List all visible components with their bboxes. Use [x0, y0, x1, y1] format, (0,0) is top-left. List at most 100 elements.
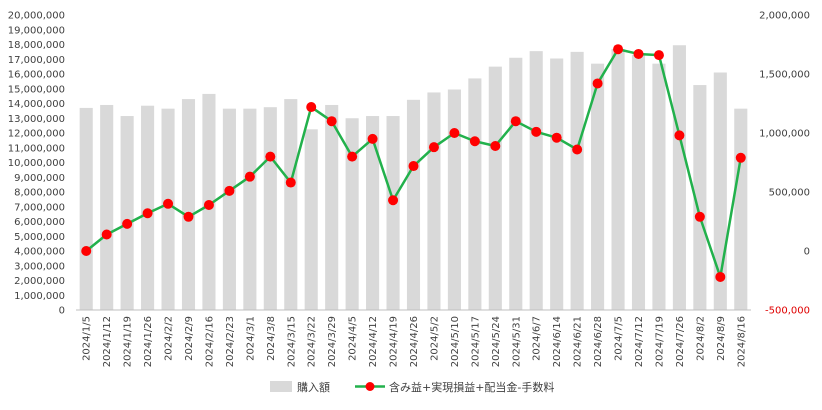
- line-point: [572, 144, 583, 155]
- line-point: [510, 116, 521, 127]
- bar: [284, 99, 298, 310]
- y-left-tick-label: 6,000,000: [14, 217, 65, 228]
- y-left-tick-label: 10,000,000: [8, 158, 65, 169]
- line-point: [449, 128, 460, 138]
- y-left-tick-label: 8,000,000: [14, 188, 65, 199]
- x-tick-label: 2024/2/16: [204, 316, 215, 367]
- line-point: [408, 161, 419, 172]
- x-tick-label: 2024/5/10: [450, 316, 461, 367]
- x-tick-label: 2024/4/26: [409, 316, 420, 367]
- x-tick-label: 2024/3/8: [266, 316, 277, 361]
- y-left-tick-label: 9,000,000: [14, 173, 65, 184]
- bar: [468, 78, 482, 310]
- x-tick-label: 2024/4/19: [389, 316, 400, 367]
- x-tick-label: 2024/7/19: [654, 316, 665, 367]
- y-left-tick-label: 4,000,000: [14, 247, 65, 258]
- bar: [550, 58, 564, 311]
- bar: [100, 104, 114, 310]
- y-left-tick-label: 18,000,000: [8, 40, 65, 51]
- x-tick-label: 2024/5/2: [429, 316, 440, 361]
- line-point: [653, 50, 664, 61]
- line-point: [551, 132, 562, 143]
- x-tick-label: 2024/1/26: [143, 316, 154, 367]
- y-left-tick-label: 12,000,000: [8, 129, 65, 140]
- bar: [427, 92, 441, 310]
- line-point: [326, 116, 337, 127]
- line-point: [388, 195, 399, 206]
- legend-label-bar: 購入額: [297, 380, 330, 394]
- x-tick-label: 2024/8/2: [695, 316, 706, 361]
- bar: [181, 99, 196, 310]
- x-axis-ticks: 2024/1/5 2024/1/12 2024/1/19 2024/1/26 2024/…: [82, 316, 748, 367]
- y-left-tick-label: 14,000,000: [8, 99, 65, 110]
- line-markers: [81, 44, 746, 282]
- line-point: [694, 211, 705, 222]
- x-tick-label: 2024/7/12: [634, 316, 645, 367]
- y-left-tick-label: 20,000,000: [8, 11, 65, 22]
- line-point: [142, 208, 153, 219]
- x-tick-label: 2024/3/29: [327, 316, 338, 367]
- legend-label-line: 含み益+実現損益+配当金-手数料: [389, 380, 554, 394]
- y-right-tick-label: 1,500,000: [759, 70, 810, 81]
- x-tick-label: 2024/7/5: [614, 316, 625, 361]
- bar: [345, 118, 359, 310]
- x-tick-label: 2024/1/19: [123, 316, 134, 367]
- bar: [243, 108, 257, 310]
- y-left-tick-label: 19,000,000: [8, 25, 65, 36]
- legend-swatch-bar: [270, 381, 292, 392]
- line-point: [122, 218, 133, 229]
- y-left-tick-label: 3,000,000: [14, 261, 65, 272]
- x-tick-label: 2024/2/2: [164, 316, 175, 361]
- y-left-tick-label: 11,000,000: [8, 143, 65, 154]
- x-tick-label: 2024/2/9: [184, 316, 195, 361]
- y-left-tick-label: 17,000,000: [8, 55, 65, 66]
- x-tick-label: 2024/7/26: [675, 316, 686, 367]
- line-point: [469, 136, 480, 147]
- y-left-tick-label: 0: [59, 306, 65, 317]
- y-right-tick-label: -500,000: [765, 306, 810, 317]
- x-tick-label: 2024/3/22: [307, 316, 318, 367]
- x-tick-label: 2024/8/9: [716, 316, 727, 361]
- bar: [79, 107, 93, 310]
- x-tick-label: 2024/1/5: [82, 316, 93, 361]
- y-right-tick-label: 500,000: [769, 188, 810, 199]
- x-tick-label: 2024/3/1: [245, 316, 256, 361]
- bar: [222, 108, 236, 310]
- line-point: [224, 185, 235, 196]
- bar: [366, 116, 380, 310]
- line-point: [306, 102, 317, 113]
- bar: [672, 45, 686, 311]
- line-point: [163, 198, 174, 209]
- bar: [631, 54, 646, 310]
- x-tick-label: 2024/4/12: [368, 316, 379, 367]
- legend-swatch-marker: [365, 382, 375, 391]
- y-right-tick-label: 1,000,000: [759, 129, 810, 140]
- x-tick-label: 2024/1/12: [102, 316, 113, 367]
- x-tick-label: 2024/2/23: [225, 316, 236, 367]
- y-left-tick-label: 7,000,000: [14, 202, 65, 213]
- y-right-tick-label: 2,000,000: [759, 11, 810, 22]
- line-point: [367, 133, 378, 144]
- bar: [325, 104, 339, 310]
- bar: [611, 48, 625, 311]
- bar: [120, 116, 134, 310]
- bar: [652, 63, 666, 311]
- legend: 購入額 含み益+実現損益+配当金-手数料: [270, 380, 554, 394]
- line-point: [244, 171, 255, 182]
- x-tick-label: 2024/6/14: [552, 316, 563, 367]
- bar: [488, 66, 502, 311]
- bar-series: [79, 45, 748, 311]
- y-left-tick-label: 5,000,000: [14, 232, 65, 243]
- y-left-tick-label: 16,000,000: [8, 70, 65, 81]
- y-left-tick-label: 13,000,000: [8, 114, 65, 125]
- bar: [591, 63, 605, 311]
- x-tick-label: 2024/3/15: [286, 316, 297, 367]
- line-point: [347, 151, 358, 162]
- y-axis-left: 0 1,000,000 2,000,000 3,000,000 4,000,000 5,0…: [8, 11, 65, 317]
- x-tick-label: 2024/5/31: [511, 316, 522, 367]
- bar: [509, 57, 523, 310]
- bar: [406, 99, 421, 310]
- x-tick-label: 2024/8/16: [736, 316, 747, 367]
- bar: [161, 108, 175, 310]
- x-tick-label: 2024/5/17: [470, 316, 481, 367]
